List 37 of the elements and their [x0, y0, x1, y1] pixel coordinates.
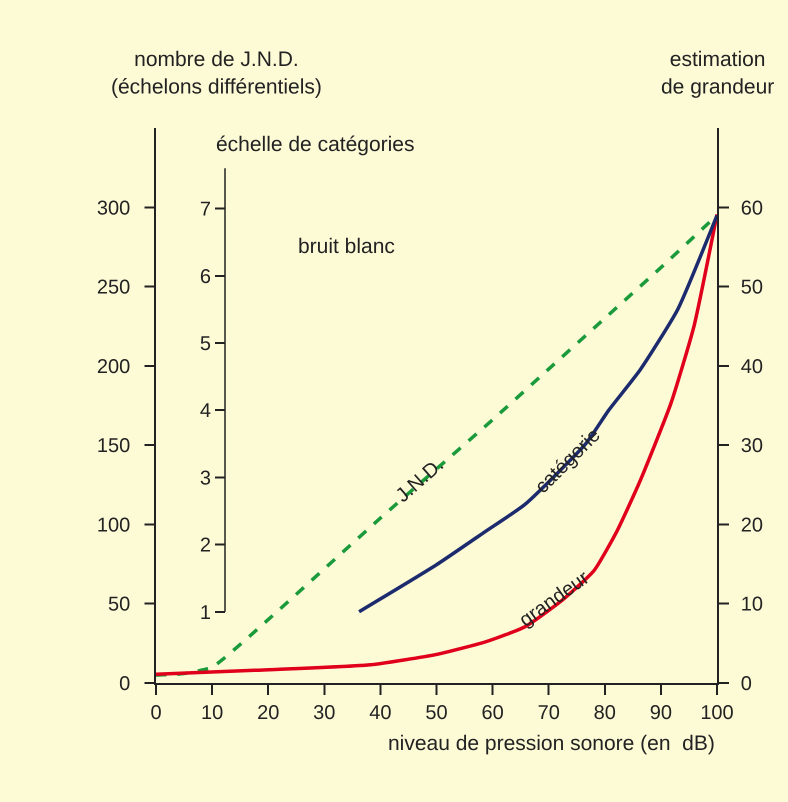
x-tick-label: 80 — [594, 702, 616, 724]
y2-tick-label: 20 — [740, 514, 763, 536]
y-tick-label: 150 — [96, 435, 130, 458]
y-tick-label: 200 — [96, 356, 130, 378]
y3-tick-label: 4 — [200, 400, 211, 422]
y-tick-label: 0 — [119, 673, 130, 695]
y2-tick-label: 60 — [740, 197, 763, 220]
x-tick-label: 0 — [150, 702, 162, 724]
x-tick-label: 90 — [650, 702, 672, 724]
y3-tick-label: 7 — [200, 198, 211, 221]
y-tick-label: 250 — [96, 276, 130, 299]
x-tick-label: 70 — [538, 702, 560, 724]
y2-axis-title: estimation de grandeur — [661, 48, 774, 98]
y3-axis-title: échelle de catégories — [216, 133, 414, 156]
y2-tick-label: 50 — [740, 276, 763, 299]
y3-tick-label: 6 — [200, 266, 211, 288]
y3-tick-label: 3 — [200, 467, 211, 490]
y3-tick-label: 5 — [200, 333, 211, 356]
x-tick-label: 10 — [200, 702, 224, 724]
y2-tick-label: 10 — [740, 594, 763, 616]
annotation: bruit blanc — [298, 235, 395, 258]
x-tick-label: 30 — [313, 702, 336, 724]
y-tick-label: 300 — [96, 197, 130, 220]
y3-tick-label: 1 — [200, 602, 211, 624]
x-tick-label: 20 — [257, 702, 280, 724]
y3-tick-label: 2 — [200, 534, 211, 557]
y-tick-label: 50 — [108, 594, 130, 616]
y2-tick-label: 30 — [740, 435, 763, 458]
y-axis-title: nombre de J.N.D. (échelons différentiels) — [111, 48, 322, 98]
x-axis-title: niveau de pression sonore (en dB) — [388, 732, 715, 755]
y2-tick-label: 40 — [740, 356, 763, 378]
y2-tick-label: 0 — [740, 673, 752, 695]
x-tick-label: 60 — [481, 702, 504, 724]
x-tick-label: 100 — [700, 702, 734, 724]
x-tick-label: 50 — [425, 702, 448, 724]
x-tick-label: 40 — [369, 702, 392, 724]
y-tick-label: 100 — [96, 514, 130, 536]
